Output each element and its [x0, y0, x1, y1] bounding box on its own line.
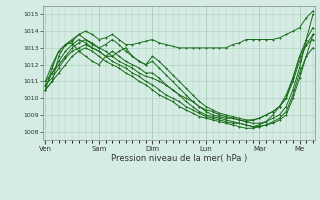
- X-axis label: Pression niveau de la mer( hPa ): Pression niveau de la mer( hPa ): [111, 154, 247, 163]
